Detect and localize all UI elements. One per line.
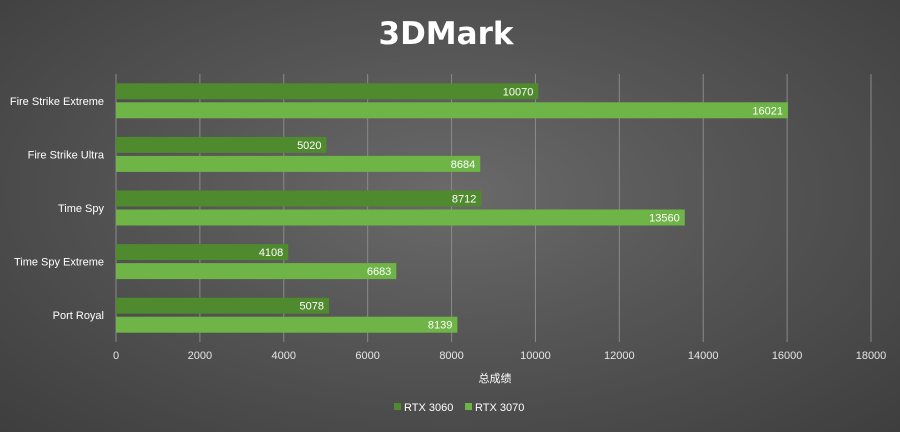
bar-rtx3070 [116,209,685,226]
bars: 10070 16021 5020 8684 8712 13560 4108 6683 5078 8… [116,83,788,333]
bar-rtx3060 [116,190,482,207]
x-axis-title: 总成绩 [479,371,512,385]
data-label: 6683 [367,266,391,278]
data-label: 8712 [452,194,476,206]
x-tick-label: 14000 [688,350,719,362]
data-label: 4108 [259,247,283,259]
x-tick-label: 2000 [188,350,212,362]
category-labels: Fire Strike Extreme Fire Strike Ultra Time… [10,96,105,322]
legend-swatch [394,403,401,410]
category-label: Time Spy [58,203,105,215]
bar-rtx3060 [116,244,289,261]
x-tick-label: 8000 [439,350,463,362]
data-label: 13560 [649,213,680,225]
bar-rtx3070 [116,102,788,119]
data-label: 5020 [297,140,321,152]
x-axis-tick-labels: 0 2000 4000 6000 8000 10000 12000 14000 16000 180… [113,350,886,362]
legend-label: RTX 3070 [475,402,524,414]
bar-rtx3060 [116,136,327,153]
gridlines [115,74,872,342]
data-label: 8139 [428,320,452,332]
x-tick-label: 10000 [520,350,551,362]
bar-rtx3070 [116,316,458,333]
x-tick-label: 16000 [772,350,803,362]
data-label: 10070 [503,86,534,98]
x-tick-label: 6000 [355,350,379,362]
bar-rtx3070 [116,263,397,280]
x-tick-label: 0 [113,350,119,362]
legend-label: RTX 3060 [404,402,453,414]
bar-rtx3060 [116,297,329,314]
category-label: Fire Strike Ultra [28,149,105,161]
legend-swatch [465,403,472,410]
x-tick-label: 12000 [604,350,635,362]
bar-rtx3060 [116,83,539,100]
legend: RTX 3060 RTX 3070 [394,402,524,414]
category-label: Fire Strike Extreme [10,96,104,108]
chart-title: 3DMark [379,16,515,52]
data-label: 8684 [451,159,475,171]
data-label: 16021 [752,105,783,117]
x-tick-label: 4000 [272,350,296,362]
bar-rtx3070 [116,155,481,172]
category-label: Time Spy Extreme [14,257,104,269]
data-label: 5078 [300,301,324,313]
category-label: Port Royal [53,310,104,322]
x-tick-label: 18000 [856,350,887,362]
